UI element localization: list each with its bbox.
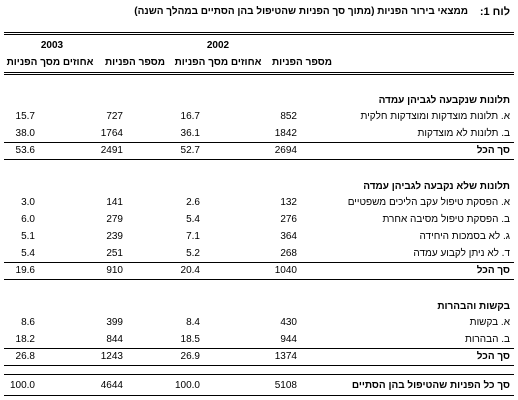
column-header: אחוזים מסך הפניות: [174, 57, 262, 68]
row-label: ב. תלונות לא מוצדקות: [417, 128, 510, 139]
cell-value: 852: [280, 111, 297, 122]
cell-value: 1243: [100, 351, 123, 362]
row-label: ד. לא ניתן לקבוע עמדה: [413, 248, 510, 259]
cell-value: 100.0: [9, 380, 35, 391]
cell-value: 3.0: [21, 197, 35, 208]
column-header: מספר הפניות: [271, 57, 332, 68]
grand-total-label: סך כל הפניות שהטיפול בהן הסתיים: [351, 380, 510, 391]
cell-value: 399: [106, 317, 123, 328]
cell-value: 16.7: [180, 111, 200, 122]
section-heading: בקשות והבהרות: [437, 301, 510, 312]
total-label: סך הכל: [476, 265, 510, 276]
cell-value: 18.2: [15, 334, 35, 345]
cell-value: 844: [106, 334, 123, 345]
row-label: א. בקשות: [469, 317, 510, 328]
rule: [4, 395, 514, 396]
cell-value: 132: [280, 197, 297, 208]
cell-value: 100.0: [174, 380, 200, 391]
cell-value: 15.7: [15, 111, 35, 122]
row-label: ב. הפסקת טיפול מסיבה אחרת: [382, 214, 510, 225]
cell-value: 7.1: [186, 231, 200, 242]
row-label: א. תלונות מוצדקות ומוצדקות חלקית: [360, 111, 511, 122]
rule: [4, 159, 514, 160]
year-header: 2003: [40, 40, 64, 51]
rule: [4, 348, 514, 349]
rule: [4, 262, 514, 263]
cell-value: 2.6: [186, 197, 200, 208]
cell-value: 1374: [274, 351, 297, 362]
cell-value: 268: [280, 248, 297, 259]
cell-value: 4644: [100, 380, 123, 391]
year-header: 2002: [206, 40, 230, 51]
cell-value: 20.4: [180, 265, 200, 276]
rule: [4, 74, 514, 75]
rule: [4, 72, 514, 73]
section-heading: תלונות שלא נקבעה לגביהן עמדה: [363, 181, 510, 192]
section-heading: תלונות שנקבעה לגביהן עמדה: [378, 95, 510, 106]
cell-value: 1040: [274, 265, 297, 276]
cell-value: 8.4: [186, 317, 200, 328]
cell-value: 6.0: [21, 214, 35, 225]
cell-value: 5.2: [186, 248, 200, 259]
column-header: אחוזים מסך הפניות: [6, 57, 94, 68]
cell-value: 944: [280, 334, 297, 345]
total-label: סך הכל: [476, 145, 510, 156]
cell-value: 38.0: [15, 128, 35, 139]
cell-value: 19.6: [15, 265, 35, 276]
cell-value: 53.6: [15, 145, 35, 156]
column-header: מספר הפניות: [104, 57, 165, 68]
cell-value: 251: [106, 248, 123, 259]
rule: [4, 34, 514, 35]
title: ממצאי בירור הפניות (מתוך סך הפניות שהטיפ…: [134, 6, 468, 17]
cell-value: 727: [106, 111, 123, 122]
cell-value: 5108: [274, 380, 297, 391]
cell-value: 26.8: [15, 351, 35, 362]
cell-value: 279: [106, 214, 123, 225]
rule: [4, 279, 514, 280]
cell-value: 239: [106, 231, 123, 242]
cell-value: 36.1: [180, 128, 200, 139]
cell-value: 52.7: [180, 145, 200, 156]
cell-value: 364: [280, 231, 297, 242]
total-label: סך הכל: [476, 351, 510, 362]
cell-value: 5.1: [21, 231, 35, 242]
cell-value: 2491: [100, 145, 123, 156]
rule: [4, 374, 514, 375]
cell-value: 2694: [274, 145, 297, 156]
cell-value: 910: [106, 265, 123, 276]
cell-value: 5.4: [21, 248, 35, 259]
rule: [4, 32, 514, 33]
cell-value: 276: [280, 214, 297, 225]
cell-value: 430: [280, 317, 297, 328]
rule: [4, 365, 514, 366]
cell-value: 26.9: [180, 351, 200, 362]
cell-value: 1764: [100, 128, 123, 139]
rule: [4, 142, 514, 143]
row-label: ג. לא בסמכות היחידה: [419, 231, 510, 242]
row-label: א. הפסקת טיפול עקב הליכים משפטיים: [347, 197, 510, 208]
title-label: לוח 1:: [479, 6, 510, 18]
cell-value: 141: [106, 197, 123, 208]
cell-value: 5.4: [186, 214, 200, 225]
cell-value: 18.5: [180, 334, 200, 345]
cell-value: 8.6: [21, 317, 35, 328]
row-label: ב. הבהרות: [464, 334, 510, 345]
cell-value: 1842: [274, 128, 297, 139]
